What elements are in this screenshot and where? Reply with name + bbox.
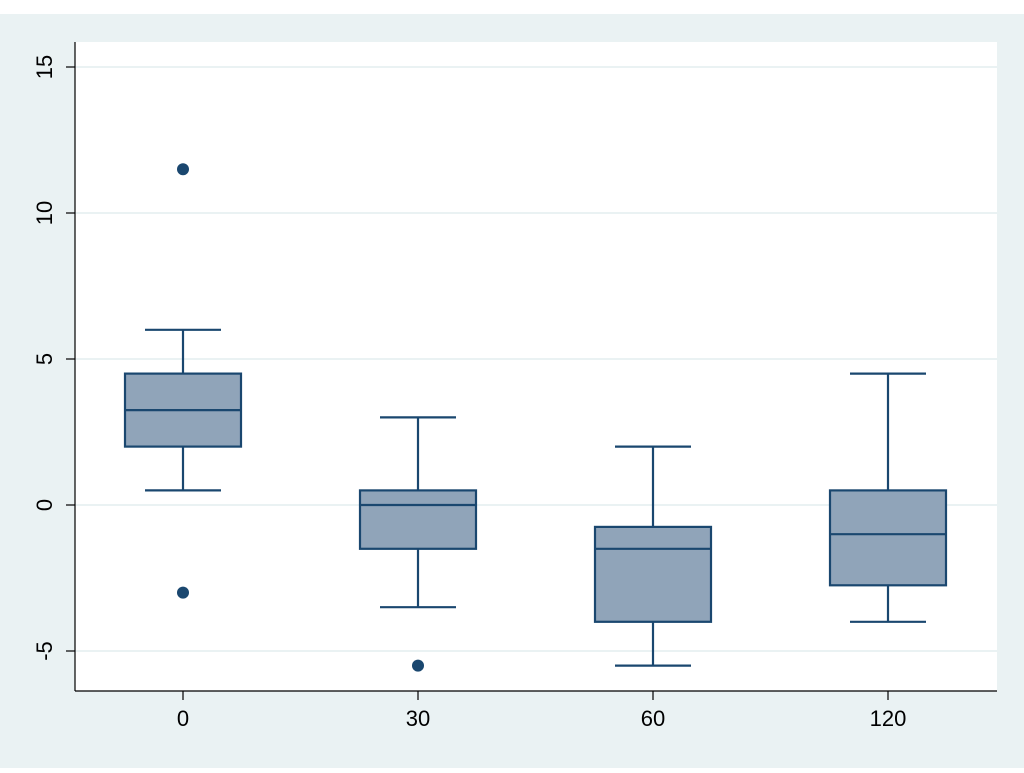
- plot-area: [75, 42, 997, 691]
- box-iqr: [593, 525, 713, 623]
- y-tick-label: 0: [32, 499, 57, 511]
- box-group-0: [123, 163, 243, 599]
- outlier-point: [412, 659, 424, 672]
- y-tick-label: 15: [32, 55, 57, 79]
- y-tick-label: -5: [32, 641, 57, 661]
- box-group-30: [358, 416, 478, 672]
- box-group-60: [593, 445, 713, 667]
- box-group-120: [828, 372, 948, 623]
- outlier-point: [177, 586, 189, 599]
- y-tick-label: 5: [32, 353, 57, 365]
- y-tick-label: 10: [32, 201, 57, 225]
- x-tick-label: 120: [870, 706, 907, 731]
- x-tick-label: 0: [177, 706, 189, 731]
- box-iqr: [358, 489, 478, 550]
- x-tick-label: 30: [406, 706, 430, 731]
- axes: [66, 42, 997, 700]
- tick-labels: -5 0 5 10 15 0 30 60 120: [32, 55, 906, 731]
- top-strip: [0, 0, 1024, 14]
- x-tick-label: 60: [641, 706, 665, 731]
- box-iqr: [828, 489, 948, 587]
- outlier-point: [177, 163, 189, 176]
- gridlines: [75, 66, 997, 652]
- boxes: [123, 163, 948, 672]
